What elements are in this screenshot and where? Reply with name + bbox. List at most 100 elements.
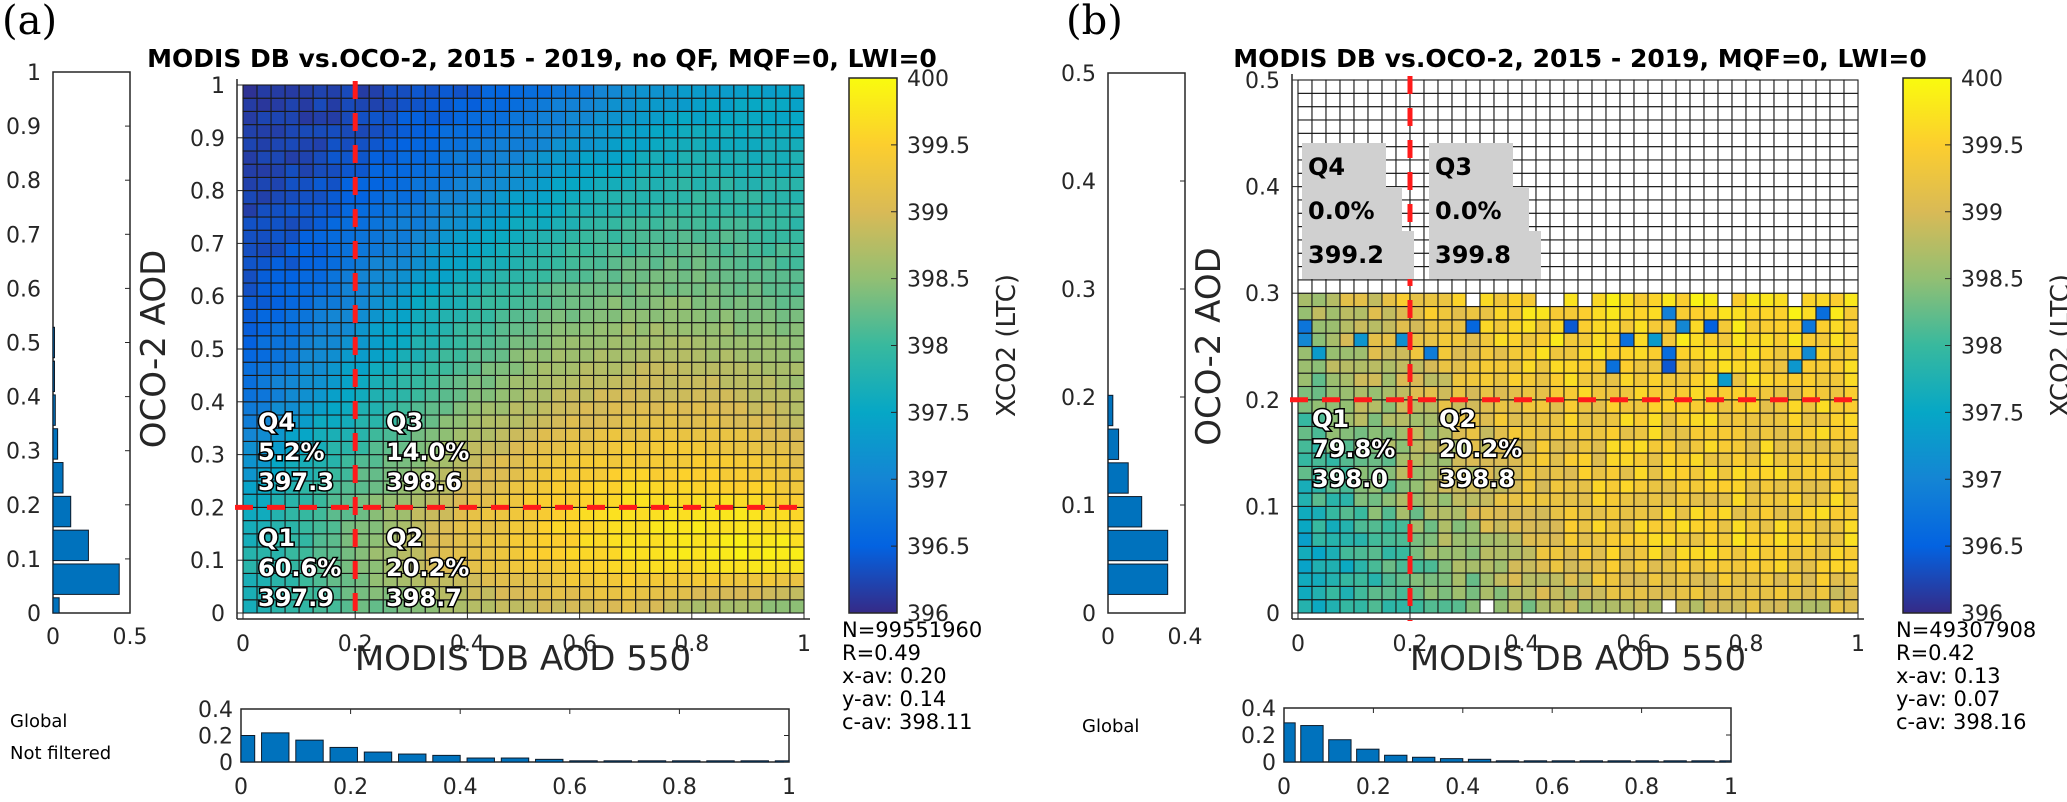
heatmap-cell (452, 176, 468, 192)
heatmap-cell (1507, 332, 1523, 348)
heatmap-cell (1647, 452, 1663, 467)
bottom-hist-ytick-label: 0.4 (198, 698, 233, 723)
heatmap-cell (410, 308, 426, 324)
heatmap-cell (607, 190, 623, 205)
heatmap-cell (635, 282, 651, 297)
heatmap-cell (1829, 452, 1845, 467)
heatmap-cell (1801, 452, 1817, 467)
heatmap-cell (550, 374, 567, 390)
heatmap-cell (663, 361, 679, 376)
heatmap-cell (1437, 92, 1453, 108)
heatmap-cell (1577, 226, 1593, 241)
heatmap-cell (1353, 92, 1369, 108)
heatmap-cell (1801, 492, 1817, 507)
heatmap-cell (1535, 559, 1551, 574)
heatmap-cell (1605, 479, 1621, 494)
heatmap-cell (1409, 412, 1425, 427)
heatmap-cell (1563, 212, 1579, 228)
heatmap-cell (1549, 172, 1565, 188)
heatmap-cell (1689, 372, 1705, 388)
heatmap-cell (1619, 345, 1635, 361)
heatmap-cell (466, 467, 482, 482)
side-hist-bar (52, 597, 60, 614)
heatmap-cell (1829, 532, 1845, 547)
heatmap-cell (1829, 79, 1845, 94)
heatmap-cell (635, 467, 651, 482)
heatmap-cell (635, 190, 651, 205)
heatmap-cell (1731, 585, 1747, 601)
heatmap-cell (1521, 479, 1537, 494)
heatmap-cell (1297, 452, 1313, 467)
heatmap-cell (1339, 532, 1355, 547)
heatmap-cell (550, 335, 567, 350)
heatmap-cell (621, 176, 637, 192)
heatmap-cell (410, 295, 426, 310)
heatmap-cell (368, 480, 384, 495)
heatmap-cell (536, 572, 553, 588)
heatmap-cell (1773, 226, 1789, 241)
heatmap-cell (1843, 172, 1859, 188)
heatmap-cell (1353, 532, 1369, 547)
heatmap-cell (410, 269, 426, 284)
heatmap-cell (1605, 92, 1621, 108)
heatmap-cell (761, 546, 777, 561)
heatmap-cell (705, 190, 721, 205)
heatmap-cell (1297, 519, 1313, 534)
heatmap-cell (733, 559, 749, 574)
heatmap-cell (1633, 545, 1649, 561)
side-hist-bar (52, 326, 55, 359)
heatmap-cell (340, 322, 356, 337)
heatmap-cell (649, 454, 665, 469)
heatmap-cell (508, 176, 525, 192)
heatmap-cell (1535, 92, 1551, 108)
heatmap-cell (1661, 532, 1677, 547)
heatmap-cell (1479, 492, 1495, 507)
heatmap-cell (593, 97, 609, 112)
heatmap-cell (1563, 239, 1579, 254)
heatmap-cell (466, 454, 482, 469)
heatmap-cell (242, 190, 258, 205)
heatmap-cell (1465, 292, 1481, 308)
heatmap-cell (256, 335, 272, 350)
heatmap-cell (1619, 132, 1635, 148)
heatmap-cell (410, 229, 426, 244)
heatmap-cell (1829, 132, 1845, 148)
heatmap-cell (1297, 292, 1313, 308)
heatmap-cell (382, 216, 398, 231)
bottom-hist-label: Global (10, 711, 67, 732)
heatmap-cell (410, 335, 426, 350)
heatmap-cell (1591, 79, 1607, 94)
heatmap-cell (1577, 465, 1593, 481)
heatmap-cell (1675, 345, 1691, 361)
heatmap-cell (1297, 559, 1313, 574)
heatmap-cell (1843, 305, 1859, 321)
heatmap-cell (1577, 479, 1593, 494)
heatmap-cell (284, 308, 300, 324)
heatmap-cell (635, 97, 651, 112)
side-hist-ytick-label: 0.3 (1061, 278, 1096, 303)
heatmap-cell (607, 546, 623, 561)
heatmap-cell (1521, 599, 1537, 614)
heatmap-cell (635, 361, 651, 376)
heatmap-cell (1843, 292, 1859, 308)
heatmap-cell (691, 335, 707, 350)
heatmap-cell (466, 216, 482, 231)
heatmap-cell (270, 137, 286, 152)
heatmap-cell (1801, 119, 1817, 134)
heatmap-cell (1577, 119, 1593, 134)
heatmap-cell (1689, 239, 1705, 254)
heatmap-cell (1745, 519, 1761, 534)
heatmap-cell (1731, 545, 1747, 561)
heatmap-cell (761, 520, 777, 535)
heatmap-cell (1773, 585, 1789, 601)
heatmap-cell (1451, 79, 1467, 94)
heatmap-cell (691, 137, 707, 152)
heatmap-cell (1297, 505, 1313, 521)
heatmap-cell (1773, 545, 1789, 561)
heatmap-cell (1619, 119, 1635, 134)
heatmap-cell (1815, 146, 1831, 161)
heatmap-cell (1563, 186, 1579, 201)
heatmap-cell (1423, 119, 1439, 134)
heatmap-cell (1535, 172, 1551, 188)
heatmap-cell (1493, 532, 1509, 547)
